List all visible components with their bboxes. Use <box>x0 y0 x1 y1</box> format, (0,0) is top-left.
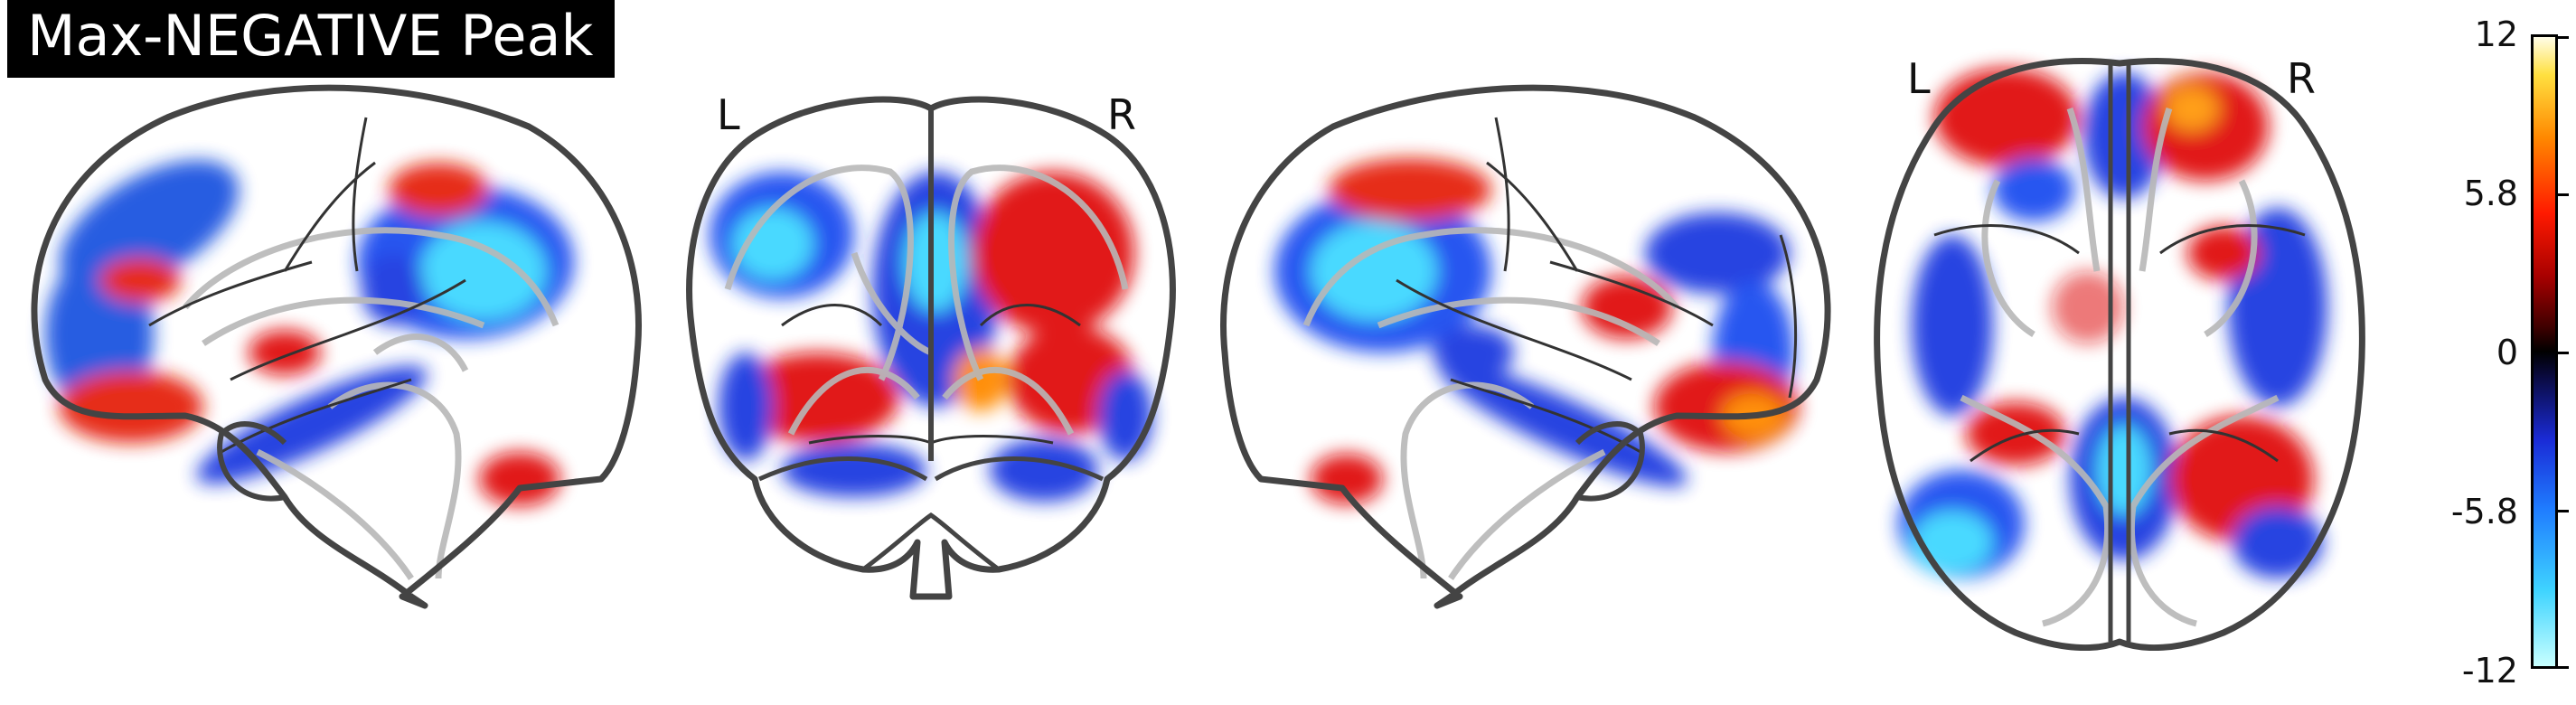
title-box: Max-NEGATIVE Peak <box>7 0 615 78</box>
coronal-label-right: R <box>1107 90 1136 139</box>
colorbar-tick-label: 5.8 <box>2463 174 2518 213</box>
sagittal-right-view <box>1202 54 1848 624</box>
axial-label-right: R <box>2287 54 2316 103</box>
colorbar-tick-label: 12 <box>2474 14 2518 54</box>
colorbar-tick <box>2558 666 2569 669</box>
coronal-label-left: L <box>717 90 740 139</box>
coronal-brain <box>686 96 1176 600</box>
colorbar <box>2531 34 2558 669</box>
colorbar-tick <box>2558 510 2569 512</box>
colorbar-tick <box>2558 352 2569 354</box>
sagittal-left-view <box>14 54 660 624</box>
axial-view: L R <box>1862 36 2377 651</box>
colorbar-tick-label: -12 <box>2461 651 2518 691</box>
colorbar-tick-label: -5.8 <box>2450 492 2518 531</box>
page-title: Max-NEGATIVE Peak <box>27 3 594 69</box>
axial-brain <box>1874 58 2365 651</box>
sagittal-right-brain <box>1220 84 1831 609</box>
colorbar-tick <box>2558 193 2569 196</box>
colorbar-tick <box>2558 36 2569 39</box>
colorbar-tick-label: 0 <box>2496 333 2518 372</box>
axial-label-left: L <box>1907 54 1931 103</box>
sagittal-left-brain <box>31 84 642 609</box>
coronal-view: L R <box>673 54 1189 624</box>
